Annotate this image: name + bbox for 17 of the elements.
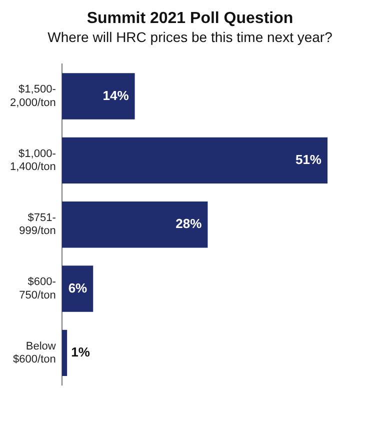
data-label: 1% xyxy=(71,344,90,360)
data-label: 28% xyxy=(176,216,202,232)
data-label: 51% xyxy=(295,152,322,168)
data-label: 6% xyxy=(68,280,88,296)
y-tick-label: $1,500- 2,000/ton xyxy=(10,84,56,109)
bar xyxy=(62,330,68,376)
chart-title: Summit 2021 Poll Question xyxy=(86,10,294,28)
bar xyxy=(62,73,135,120)
bar xyxy=(62,266,94,312)
y-tick-label: $751- 999/ton xyxy=(19,212,56,238)
y-tick-label: $1,000- 1,400/ton xyxy=(10,148,56,174)
bar xyxy=(62,202,208,248)
bar xyxy=(62,137,328,184)
y-tick-label: $600- 750/ton xyxy=(19,276,56,302)
y-tick-label: Below $600/ton xyxy=(13,340,56,366)
data-label: 14% xyxy=(102,88,130,103)
chart-subtitle: Where will HRC prices be this time next year? xyxy=(46,29,334,45)
